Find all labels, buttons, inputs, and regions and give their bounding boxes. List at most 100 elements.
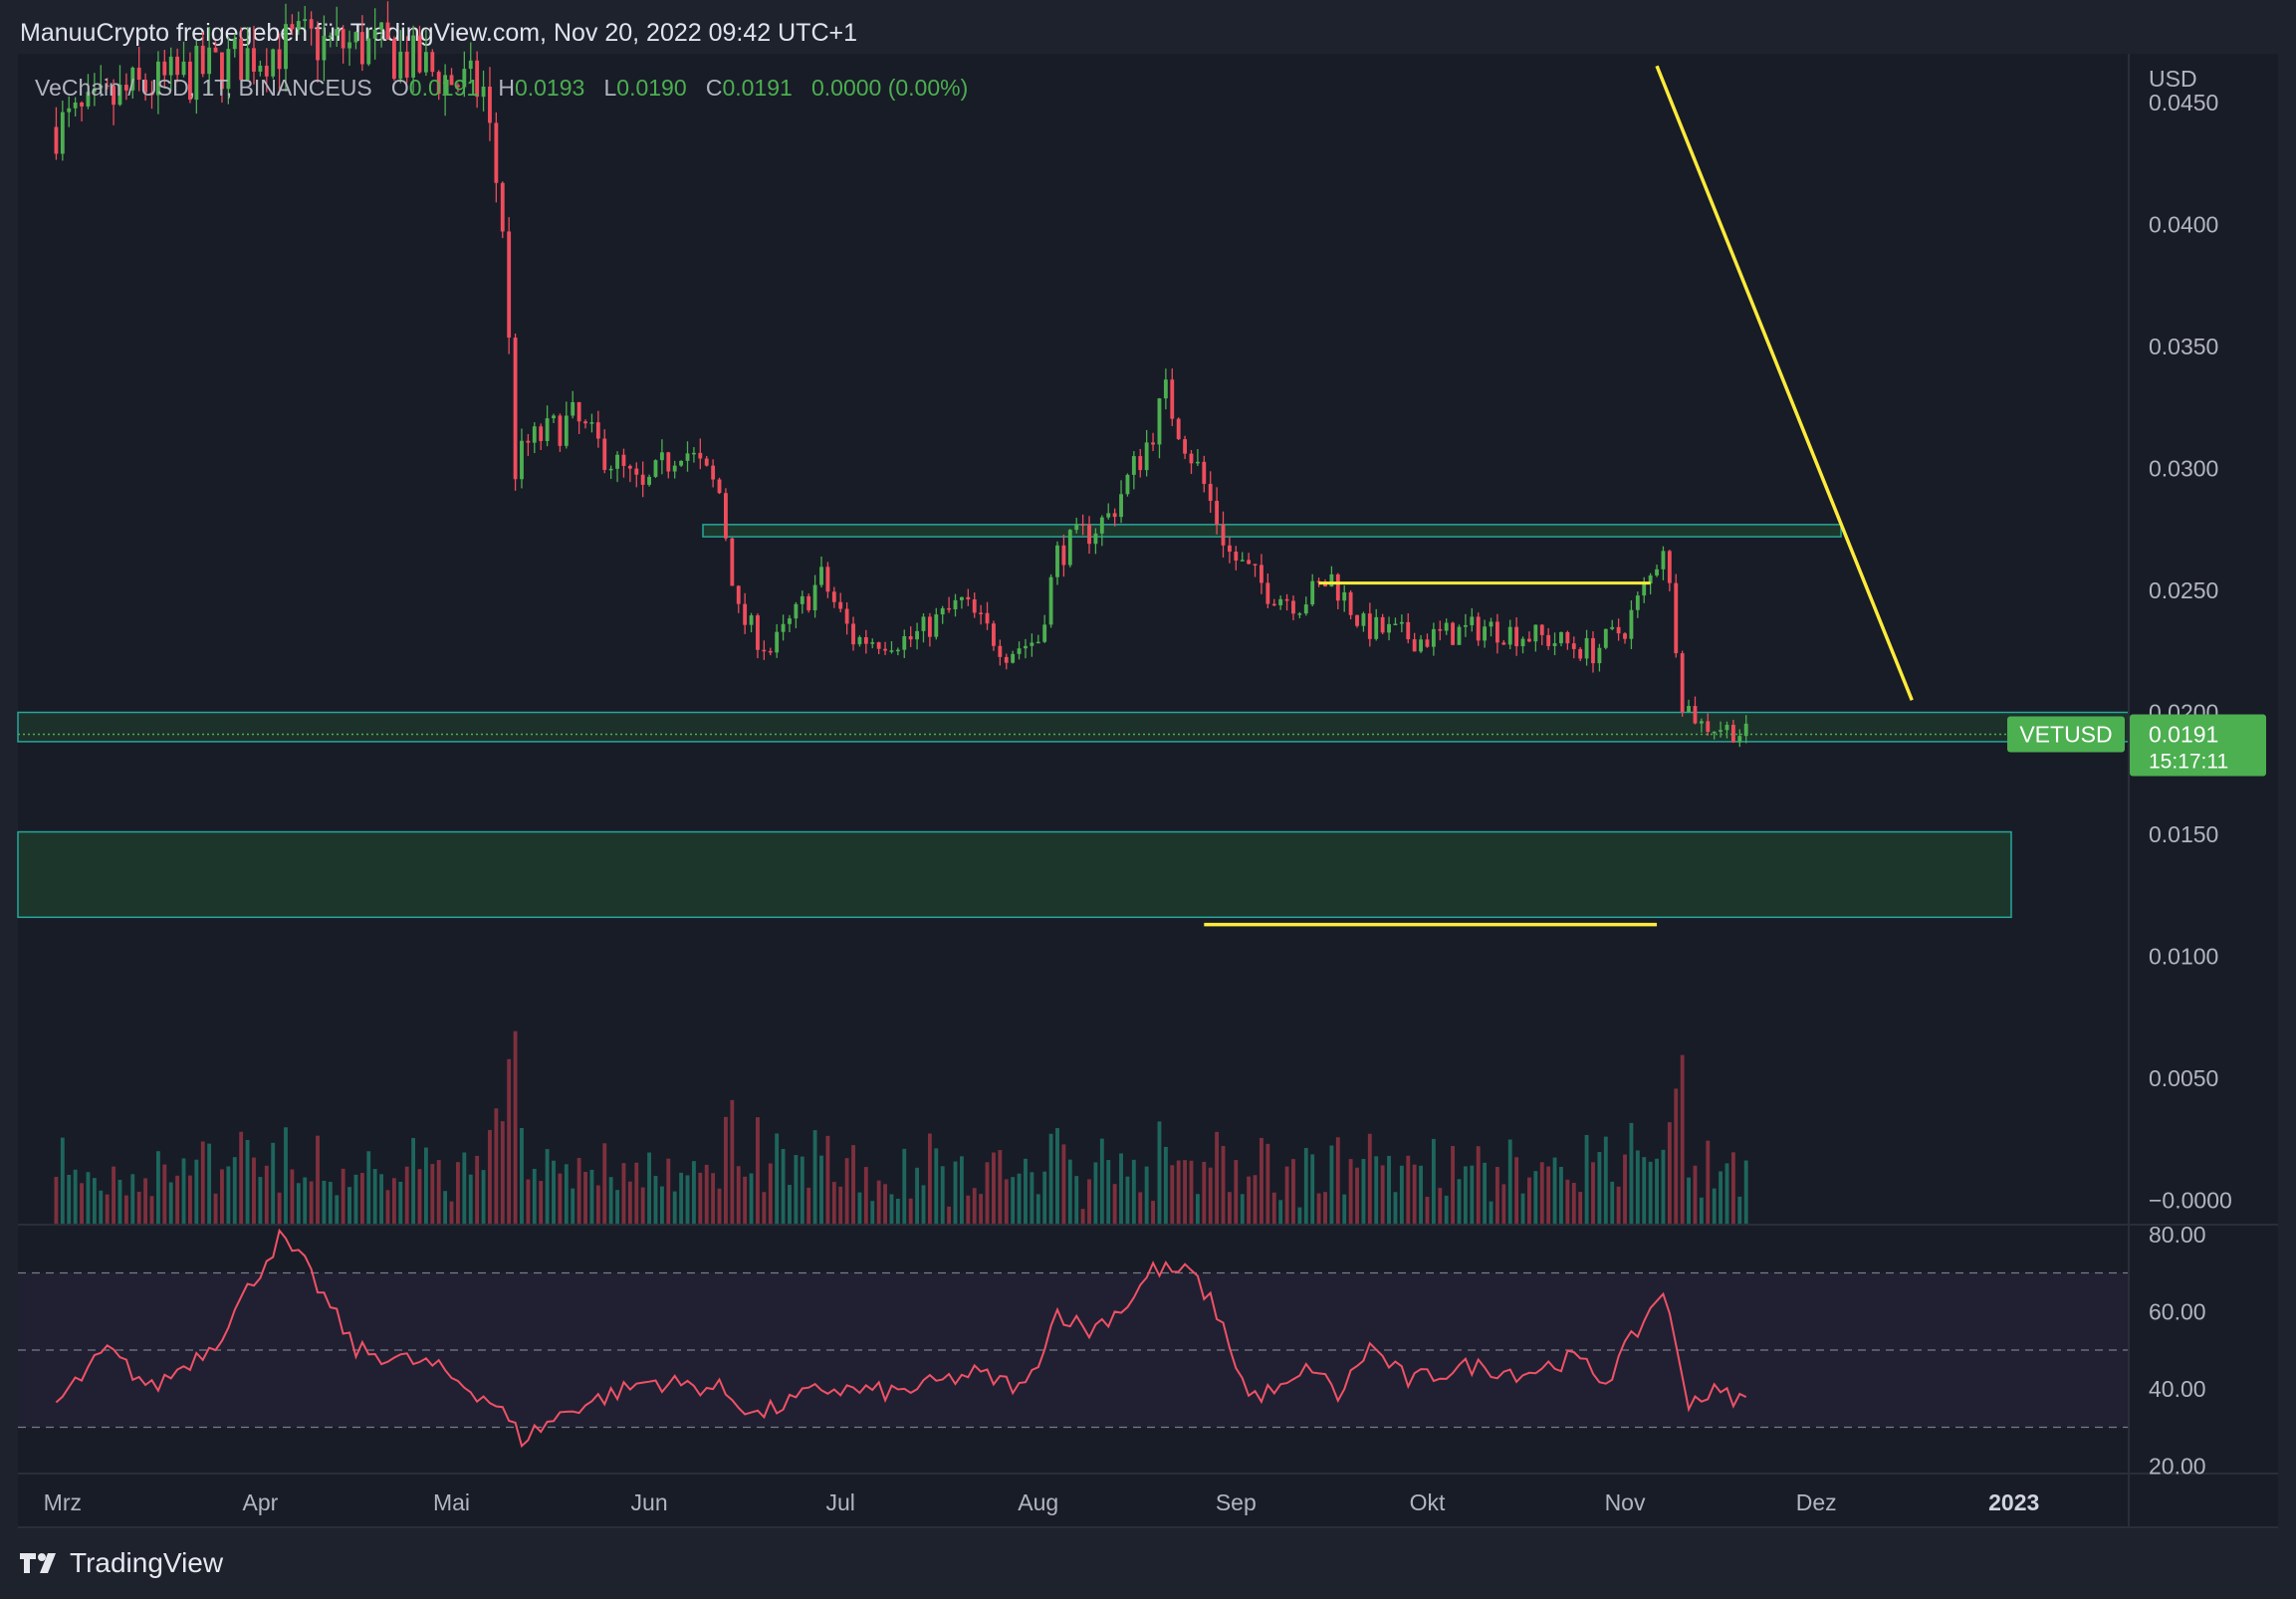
- candle-body: [1004, 656, 1009, 663]
- candle-body: [1157, 398, 1162, 445]
- volume-bar: [507, 1058, 512, 1225]
- rsi-tick-label: 80.00: [2149, 1222, 2206, 1248]
- candle-body: [1706, 721, 1711, 732]
- candle-body: [736, 585, 741, 604]
- candle-body: [552, 415, 556, 419]
- volume-bar: [1265, 1143, 1270, 1225]
- candle-body: [290, 24, 295, 30]
- candle-body: [985, 612, 990, 624]
- candle-body: [245, 48, 250, 81]
- volume-bar: [1087, 1179, 1091, 1225]
- candle-body: [1215, 501, 1220, 525]
- volume-bar: [1655, 1158, 1659, 1225]
- candle-body: [1507, 626, 1512, 645]
- candle-body: [1278, 598, 1283, 605]
- volume-bar: [92, 1178, 97, 1225]
- candle-body: [1087, 524, 1091, 545]
- volume-bar: [627, 1181, 632, 1225]
- candle-body: [1393, 623, 1398, 626]
- volume-bar: [1578, 1192, 1583, 1225]
- volume-bar: [175, 1175, 180, 1225]
- volume-bar: [1431, 1138, 1436, 1225]
- candle-body: [564, 415, 569, 446]
- tradingview-brand[interactable]: TradingView: [18, 1546, 223, 1580]
- candle-body: [794, 603, 799, 619]
- candle-body: [717, 479, 722, 494]
- candle-body: [341, 29, 345, 49]
- volume-bar: [430, 1164, 435, 1225]
- candle-body: [1227, 545, 1232, 553]
- candle-body: [1361, 613, 1366, 626]
- candle-body: [385, 22, 390, 40]
- volume-bar: [1603, 1136, 1608, 1225]
- publisher-line: ManuuCrypto freigegeben für TradingView.…: [20, 19, 858, 47]
- candle-body: [1648, 574, 1653, 584]
- volume-bar: [831, 1182, 836, 1225]
- candle-body: [1131, 456, 1136, 475]
- drawing-layer[interactable]: [18, 65, 2011, 927]
- volume-bar: [844, 1158, 849, 1225]
- candle-body: [1699, 721, 1704, 724]
- price-tick-label: 0.0150: [2149, 821, 2218, 847]
- volume-bar: [1163, 1146, 1168, 1225]
- candle-body: [1387, 623, 1391, 633]
- candle-body: [768, 650, 773, 653]
- candle-body: [576, 401, 581, 422]
- candle-body: [1483, 626, 1488, 641]
- volume-bar: [67, 1174, 72, 1225]
- rsi-line: [55, 1228, 1747, 1449]
- candle-body: [1265, 582, 1270, 604]
- legend-high-value: 0.0193: [514, 75, 585, 101]
- candle-body: [1533, 624, 1538, 642]
- candle-body: [1743, 723, 1748, 737]
- volume-bar: [1520, 1193, 1525, 1225]
- candle-body: [436, 72, 441, 95]
- candle-body: [162, 61, 167, 76]
- tradingview-logo-icon: [20, 1553, 56, 1573]
- price-tick-label: −0.0000: [2149, 1188, 2232, 1214]
- rsi-tick-label: 60.00: [2149, 1298, 2206, 1324]
- candle-body: [595, 422, 600, 439]
- volume-bar: [1011, 1177, 1016, 1225]
- volume-bar: [303, 1177, 308, 1225]
- candle-body: [468, 60, 473, 70]
- volume-bar: [788, 1185, 792, 1225]
- volume-bar: [54, 1176, 59, 1225]
- volume-bar: [1183, 1160, 1188, 1225]
- volume-bar: [73, 1169, 78, 1225]
- candle-body: [851, 623, 855, 645]
- volume-bar: [423, 1147, 428, 1225]
- volume-bar: [1061, 1144, 1066, 1225]
- volume-bar: [1629, 1122, 1634, 1225]
- volume-bar: [756, 1117, 760, 1225]
- candle-body: [972, 598, 977, 613]
- volume-bar: [1387, 1155, 1391, 1225]
- candle-body: [1176, 418, 1181, 440]
- candle-body: [781, 623, 786, 632]
- candle-body: [1303, 604, 1308, 614]
- volume-bar: [883, 1184, 887, 1225]
- candle-body: [819, 567, 823, 585]
- volume-bar: [979, 1194, 984, 1225]
- volume-bar: [1348, 1159, 1353, 1225]
- volume-bar: [1412, 1164, 1417, 1225]
- candle-body: [149, 92, 154, 96]
- candle-body: [1030, 642, 1034, 646]
- demand-zone: [17, 830, 2012, 919]
- volume-bar: [1303, 1148, 1308, 1225]
- symbol-legend[interactable]: VeChain / USD, 1T, BINANCEUS O0.0191 H0.…: [35, 75, 968, 102]
- volume-bar: [1438, 1188, 1443, 1225]
- volume-bar: [1406, 1155, 1411, 1225]
- volume-bar: [1712, 1188, 1717, 1225]
- candle-body: [1514, 626, 1519, 647]
- volume-bar: [666, 1158, 671, 1225]
- candle-body: [1399, 621, 1404, 624]
- last-price-value: 0.0191: [2149, 722, 2218, 748]
- volume-bar: [1253, 1175, 1258, 1225]
- volume-bar: [359, 1173, 364, 1225]
- volume-bar: [1119, 1153, 1123, 1225]
- candle-body: [322, 35, 327, 61]
- volume-bar: [659, 1186, 664, 1225]
- price-tick-label: 0.0100: [2149, 944, 2218, 970]
